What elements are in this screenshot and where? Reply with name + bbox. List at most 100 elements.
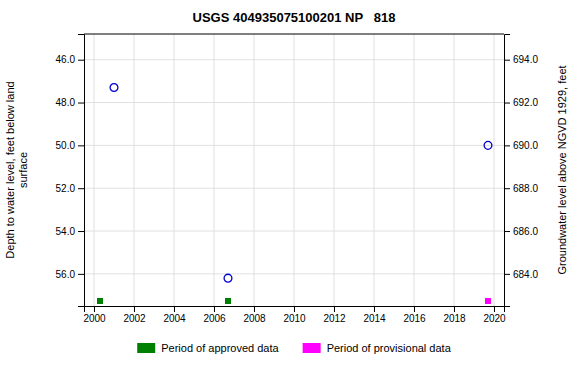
grid-line bbox=[494, 34, 495, 306]
tick-mark bbox=[334, 306, 335, 312]
tick-label: 2004 bbox=[163, 313, 186, 324]
series bbox=[97, 298, 231, 304]
tick-label: 2018 bbox=[443, 313, 466, 324]
y2-axis-title: Groundwater level above NGVD 1929, feet bbox=[556, 65, 568, 274]
tick-mark bbox=[294, 306, 295, 312]
grid-line bbox=[84, 102, 504, 103]
axis-line bbox=[85, 307, 505, 313]
point bbox=[110, 84, 118, 92]
tick-mark bbox=[78, 231, 84, 232]
tick: 694.0 bbox=[504, 54, 538, 65]
tick: 2010 bbox=[283, 306, 306, 324]
legend-swatch bbox=[137, 343, 155, 353]
tick-label: 52.0 bbox=[56, 183, 76, 194]
tick-label: 2012 bbox=[323, 313, 346, 324]
series bbox=[485, 298, 491, 304]
tick-label: 684.0 bbox=[513, 269, 538, 280]
grid-line bbox=[254, 34, 255, 306]
grid-line bbox=[84, 273, 504, 274]
tick-label: 46.0 bbox=[56, 54, 76, 65]
tick-mark bbox=[504, 274, 510, 275]
tick-mark bbox=[254, 306, 255, 312]
grid-line bbox=[294, 34, 295, 306]
axis-line bbox=[505, 35, 511, 307]
tick: 2008 bbox=[243, 306, 266, 324]
plot: 2000 2002 2004 2006 2008 2010 2012 2014 2016 2018… bbox=[4, 34, 568, 354]
tick: 46.0 bbox=[56, 54, 84, 65]
chart-container: 2000 2002 2004 2006 2008 2010 2012 2014 2016 2018… bbox=[0, 0, 576, 384]
tick: 56.0 bbox=[56, 269, 84, 280]
period-marker bbox=[97, 298, 103, 304]
grid-line bbox=[84, 231, 504, 232]
grid bbox=[84, 34, 504, 306]
legend-label: Period of approved data bbox=[161, 342, 279, 354]
x-axis: 2000 2002 2004 2006 2008 2010 2012 2014 2016 2018… bbox=[83, 306, 506, 324]
tick-label: 692.0 bbox=[513, 97, 538, 108]
tick: 2006 bbox=[203, 306, 226, 324]
tick-mark bbox=[174, 306, 175, 312]
tick-mark bbox=[504, 60, 510, 61]
tick: 54.0 bbox=[56, 226, 84, 237]
tick-label: 54.0 bbox=[56, 226, 76, 237]
grid-line bbox=[454, 34, 455, 306]
grid-line bbox=[84, 59, 504, 60]
y-axis-title-line: Depth to water level, feet below land bbox=[4, 81, 16, 258]
y2-axis: 684.0 686.0 688.0 690.0 692.0 694.0 bbox=[504, 35, 538, 307]
tick-label: 56.0 bbox=[56, 269, 76, 280]
grid-line bbox=[214, 34, 215, 306]
tick-label: 694.0 bbox=[513, 54, 538, 65]
title: USGS 404935075100201 NP 818 bbox=[193, 10, 396, 25]
grid-line bbox=[84, 188, 504, 189]
tick: 2004 bbox=[163, 306, 186, 324]
legend-label: Period of provisional data bbox=[327, 342, 452, 354]
tick-mark bbox=[214, 306, 215, 312]
tick: 686.0 bbox=[504, 226, 538, 237]
grid-line bbox=[374, 34, 375, 306]
tick-label: 48.0 bbox=[56, 97, 76, 108]
period-marker bbox=[225, 298, 231, 304]
tick: 688.0 bbox=[504, 183, 538, 194]
tick-mark bbox=[494, 306, 495, 312]
tick: 2012 bbox=[323, 306, 346, 324]
tick-mark bbox=[78, 60, 84, 61]
grid-line bbox=[94, 34, 95, 306]
tick: 2000 bbox=[83, 306, 106, 324]
tick-mark bbox=[374, 306, 375, 312]
tick-label: 688.0 bbox=[513, 183, 538, 194]
tick-label: 2000 bbox=[83, 313, 106, 324]
tick-label: 2002 bbox=[123, 313, 146, 324]
tick: 2016 bbox=[403, 306, 426, 324]
tick-mark bbox=[504, 188, 510, 189]
tick: 690.0 bbox=[504, 140, 538, 151]
tick-label: 686.0 bbox=[513, 226, 538, 237]
tick-label: 2010 bbox=[283, 313, 306, 324]
tick: 2018 bbox=[443, 306, 466, 324]
series bbox=[110, 84, 492, 282]
tick-mark bbox=[414, 306, 415, 312]
tick-mark bbox=[78, 145, 84, 146]
grid-line bbox=[414, 34, 415, 306]
tick: 50.0 bbox=[56, 140, 84, 151]
tick-mark bbox=[504, 103, 510, 104]
legend-item: Period of approved data bbox=[137, 342, 279, 354]
axis-line bbox=[78, 35, 85, 307]
tick-mark bbox=[454, 306, 455, 312]
point bbox=[484, 141, 492, 149]
point bbox=[224, 274, 232, 282]
y-axis-title: Depth to water level, feet below landsur… bbox=[4, 81, 29, 258]
tick-label: 2014 bbox=[363, 313, 386, 324]
tick: 684.0 bbox=[504, 269, 538, 280]
tick-mark bbox=[78, 103, 84, 104]
tick-mark bbox=[94, 306, 95, 312]
legend: Period of approved data Period of provisi… bbox=[137, 342, 451, 354]
tick-mark bbox=[504, 145, 510, 146]
tick: 2002 bbox=[123, 306, 146, 324]
tick-label: 2020 bbox=[483, 313, 506, 324]
frame-line bbox=[84, 34, 504, 35]
tick: 48.0 bbox=[56, 97, 84, 108]
grid-line bbox=[84, 145, 504, 146]
tick-mark bbox=[78, 274, 84, 275]
y-axis-title-line: surface bbox=[17, 152, 29, 188]
tick-label: 2008 bbox=[243, 313, 266, 324]
tick: 2014 bbox=[363, 306, 386, 324]
